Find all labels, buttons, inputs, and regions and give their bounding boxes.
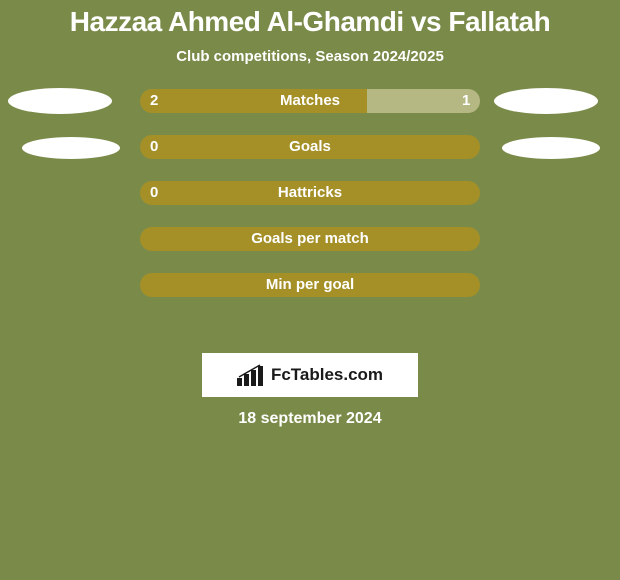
stat-row: Min per goal — [0, 273, 620, 319]
page-title: Hazzaa Ahmed Al-Ghamdi vs Fallatah — [0, 0, 620, 38]
source-logo-text: FcTables.com — [271, 365, 383, 385]
stat-value-left: 2 — [150, 89, 158, 113]
stat-row: Matches2 1 — [0, 89, 620, 135]
stat-rows: Matches21Goals0Hattricks0Goals per match… — [0, 89, 620, 319]
comparison-infographic: Hazzaa Ahmed Al-Ghamdi vs Fallatah Club … — [0, 0, 620, 580]
stat-bar-label: Hattricks — [140, 181, 480, 205]
stat-bar-label: Goals per match — [140, 227, 480, 251]
stat-value-left: 0 — [150, 181, 158, 205]
stat-row: Goals per match — [0, 227, 620, 273]
stat-bar: Min per goal — [140, 273, 480, 297]
date-text: 18 september 2024 — [0, 410, 620, 428]
bars-icon — [237, 364, 265, 386]
flag-ellipse-right — [502, 137, 600, 159]
stat-row: Goals0 — [0, 135, 620, 181]
stat-bar-label: Min per goal — [140, 273, 480, 297]
stat-bar-label: Matches — [140, 89, 480, 113]
stat-bar: Goals per match — [140, 227, 480, 251]
stat-bar: Goals — [140, 135, 480, 159]
stat-value-right: 1 — [462, 89, 470, 113]
source-logo: FcTables.com — [202, 353, 418, 397]
stat-value-left: 0 — [150, 135, 158, 159]
flag-ellipse-right — [494, 88, 598, 114]
stat-row: Hattricks0 — [0, 181, 620, 227]
page-subtitle: Club competitions, Season 2024/2025 — [0, 48, 620, 65]
flag-ellipse-left — [8, 88, 112, 114]
stat-bar-label: Goals — [140, 135, 480, 159]
stat-bar: Hattricks — [140, 181, 480, 205]
stat-bar: Matches — [140, 89, 480, 113]
flag-ellipse-left — [22, 137, 120, 159]
